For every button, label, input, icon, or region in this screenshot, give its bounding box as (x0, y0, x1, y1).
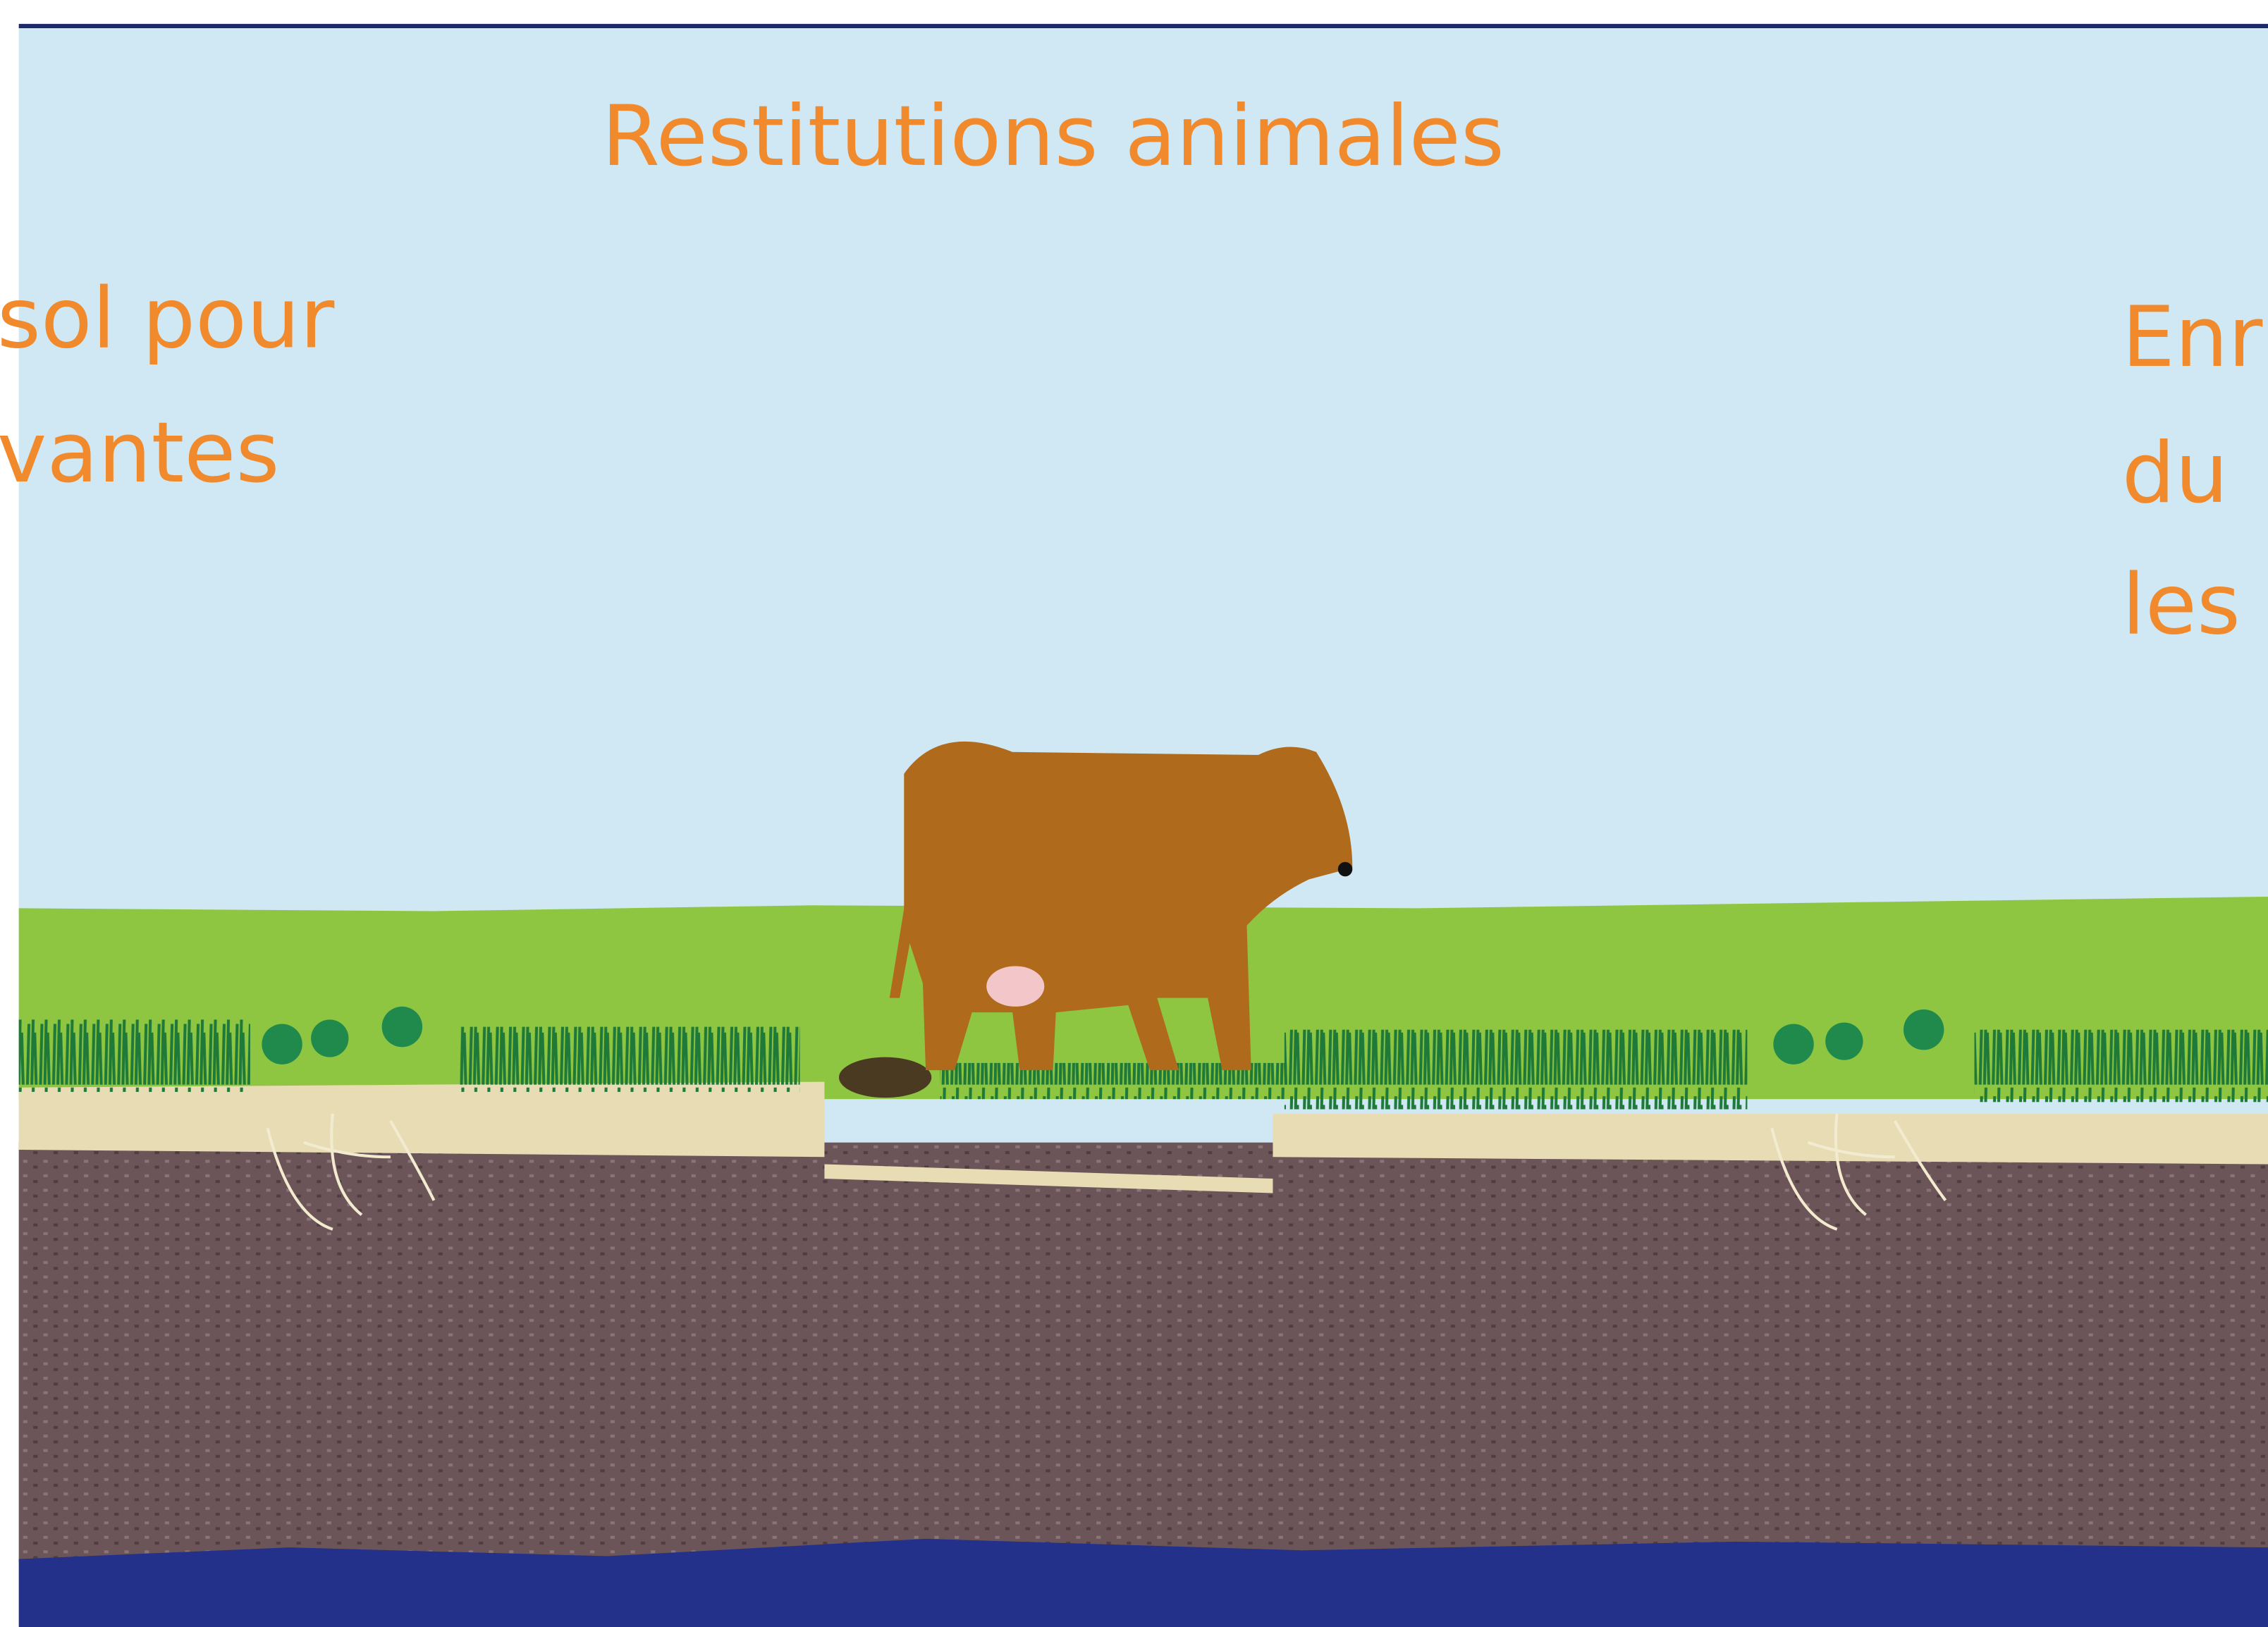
left-label-line: vantes (0, 405, 280, 502)
title: Restitutions animales (601, 88, 1504, 185)
left-label-line: sol pour (0, 270, 334, 367)
grass (1285, 1030, 1748, 1110)
illustration: Restitutions animales sol pour vantes En… (0, 0, 2268, 1627)
dung (839, 1057, 931, 1098)
grass (19, 1019, 250, 1092)
page: Restitutions animales sol pour vantes En… (0, 0, 2268, 1627)
right-label-line: les (2122, 557, 2241, 654)
right-label-line: Enr (2122, 289, 2263, 386)
grass (460, 1027, 799, 1092)
water-table (19, 1539, 2268, 1627)
grass (1975, 1030, 2268, 1103)
soil (19, 1143, 2268, 1562)
right-label-line: du (2122, 425, 2229, 522)
